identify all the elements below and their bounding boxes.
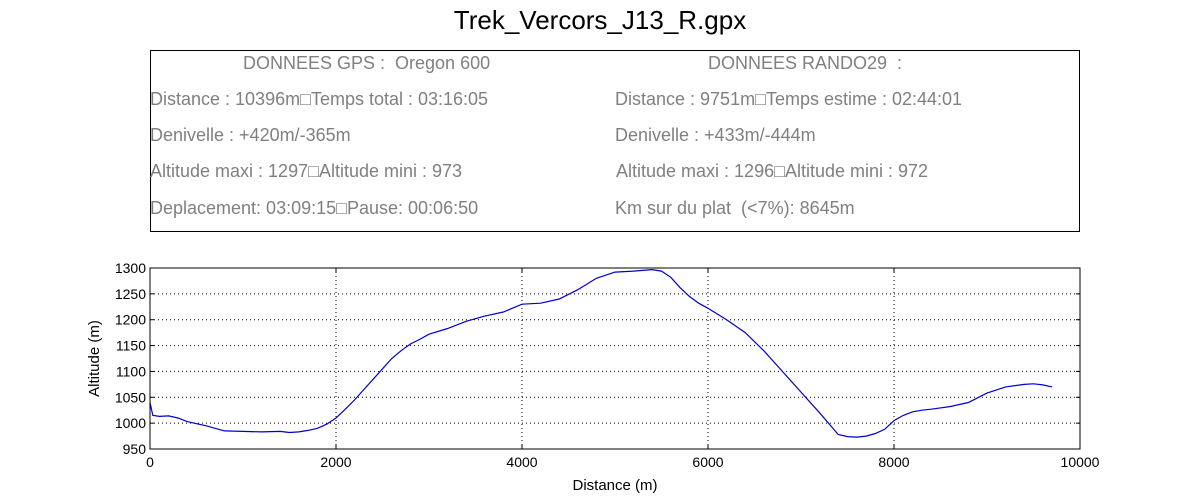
rando-line-altitude: Altitude maxi : 1296□Altitude mini : 972 xyxy=(616,161,929,181)
elevation-profile-line xyxy=(149,268,1053,438)
gps-header: DONNEES GPS : Oregon 600 xyxy=(243,53,491,73)
rando-line-plat: Km sur du plat (<7%): 8645m xyxy=(615,198,855,218)
x-tick-label: 10000 xyxy=(1061,454,1100,470)
x-tick-label: 6000 xyxy=(692,454,723,470)
y-tick-label: 1250 xyxy=(115,286,146,302)
gps-line-altitude: Altitude maxi : 1297□Altitude mini : 973 xyxy=(150,161,463,181)
y-tick-label: 1050 xyxy=(115,389,146,405)
y-tick-label: 1300 xyxy=(115,260,146,276)
rando-header: DONNEES RANDO29 : xyxy=(708,53,903,73)
y-tick-label: 1200 xyxy=(115,312,146,328)
stats-panel: DONNEES GPS : Oregon 600 Distance : 1039… xyxy=(150,50,1080,232)
x-tick-label: 0 xyxy=(146,454,154,470)
chart-title: Trek_Vercors_J13_R.gpx xyxy=(453,5,747,35)
y-tick-label: 1100 xyxy=(116,363,146,379)
rando-line-distance: Distance : 9751m□Temps estime : 02:44:01 xyxy=(615,89,963,109)
gps-line-deplacement: Deplacement: 03:09:15□Pause: 00:06:50 xyxy=(150,198,479,218)
y-axis-label: Altitude (m) xyxy=(86,320,103,397)
grid-lines xyxy=(150,268,1080,449)
gps-line-distance: Distance : 10396m□Temps total : 03:16:05 xyxy=(150,89,489,109)
y-tick-label: 1150 xyxy=(116,338,146,354)
x-axis-label: Distance (m) xyxy=(572,477,657,494)
axis-ticks: 0 2000 4000 6000 8000 10000 950 1000 1050 1100 115… xyxy=(115,260,1100,470)
gps-line-denivelle: Denivelle : +420m/-365m xyxy=(150,125,351,145)
x-tick-label: 2000 xyxy=(320,454,351,470)
plot-frame xyxy=(149,267,1081,450)
y-tick-label: 950 xyxy=(123,441,147,457)
x-tick-label: 4000 xyxy=(506,454,537,470)
rando-line-denivelle: Denivelle : +433m/-444m xyxy=(615,125,816,145)
x-tick-label: 8000 xyxy=(878,454,909,470)
y-tick-label: 1000 xyxy=(115,415,146,431)
